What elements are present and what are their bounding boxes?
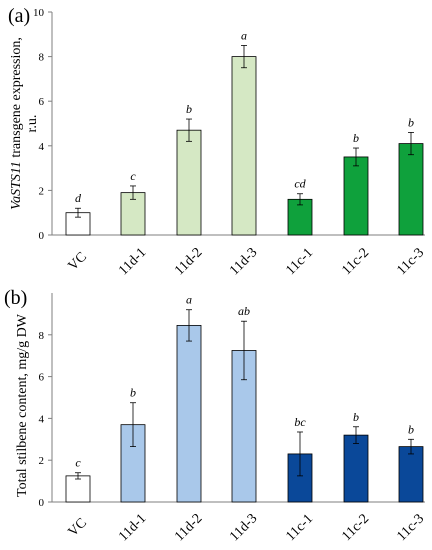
bar-11d-2: [176, 129, 202, 236]
y-tick-label: 4: [39, 141, 45, 153]
x-tick-label: VC: [66, 516, 90, 540]
significance-label: ab: [238, 304, 250, 318]
x-tick-label: VC: [66, 250, 90, 274]
y-tick-label: 8: [39, 330, 45, 342]
significance-label: b: [408, 422, 414, 436]
y-tick-label: 2: [39, 455, 45, 467]
x-tick-label: 11d-2: [172, 245, 205, 278]
significance-label: c: [75, 456, 81, 470]
y-axis-label-text: transgene expression,: [9, 37, 24, 161]
x-tick-label: 11d-1: [116, 245, 149, 278]
x-tick-label: 11d-3: [227, 245, 260, 278]
bar-11c-2: [343, 156, 369, 236]
bar-11c-2: [343, 434, 369, 503]
significance-label: b: [186, 102, 192, 116]
y-tick-label: 8: [39, 52, 45, 64]
x-tick-label: 11c-1: [283, 245, 316, 278]
significance-label: b: [353, 131, 359, 145]
y-tick-label: 0: [39, 497, 45, 509]
x-tick-label: 11c-3: [394, 245, 427, 278]
significance-label: c: [130, 169, 136, 183]
panel-label: (a): [8, 5, 30, 27]
x-tick-label: 11d-3: [227, 511, 260, 544]
significance-label: b: [408, 115, 414, 129]
x-tick-label: 11c-2: [339, 245, 372, 278]
x-tick-label: 11c-1: [283, 511, 316, 544]
significance-label: bc: [294, 415, 306, 429]
y-tick-label: 6: [39, 96, 45, 108]
significance-label: cd: [294, 177, 306, 191]
x-tick-label: 11c-3: [394, 511, 427, 544]
chart-panel-b: (b) 0 2 4 6 8 Total stilbene content, mg/g DW c…: [4, 287, 427, 544]
y-tick-label: 10: [33, 7, 45, 19]
y-axis-label-unit: r.u.: [25, 115, 40, 133]
chart-panel-a: (a) 0 2 4 6 8 10 VaSTS11 transgene expression, r…: [8, 5, 427, 278]
panel-label: (b): [4, 287, 27, 309]
x-tick-label: 11d-1: [116, 511, 149, 544]
x-tick-label: 11d-2: [172, 511, 205, 544]
bar-11d-2: [176, 324, 202, 503]
significance-label: a: [241, 28, 247, 42]
x-tick-label: 11c-2: [339, 511, 372, 544]
y-axis-label: Total stilbene content, mg/g DW: [15, 313, 30, 497]
bar-11d-1: [120, 192, 146, 236]
y-axis-label-gene: VaSTS11: [9, 161, 24, 210]
bar-VC: [65, 475, 91, 503]
significance-label: a: [186, 293, 192, 307]
bar-11d-3: [231, 56, 257, 236]
y-tick-label: 0: [39, 230, 45, 242]
y-tick-label: 2: [39, 185, 45, 197]
significance-label: b: [130, 386, 136, 400]
significance-label: b: [353, 410, 359, 424]
y-axis-label: VaSTS11 transgene expression,: [9, 37, 24, 210]
bar-11c-3: [398, 143, 424, 236]
significance-label: d: [75, 191, 82, 205]
bar-11c-3: [398, 446, 424, 503]
y-tick-label: 4: [39, 413, 45, 425]
y-tick-label: 6: [39, 372, 45, 384]
